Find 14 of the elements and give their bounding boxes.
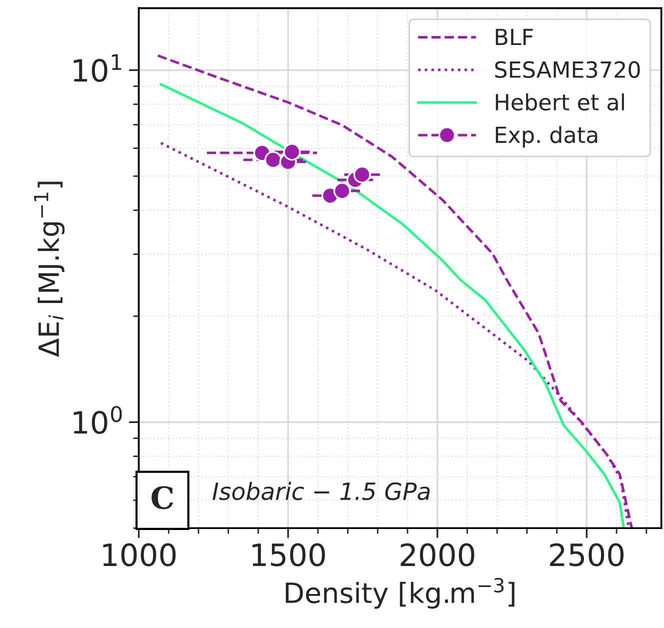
y-axis-title: ΔE$_{i}$ [MJ.kg$^{−1}$]: [34, 182, 65, 357]
x-tick-label: 1000: [103, 543, 176, 566]
x-tick-label: 1500: [252, 543, 325, 566]
x-tick-label: 2000: [400, 543, 474, 566]
annotation: Isobaric − 1.5 GPa: [212, 482, 430, 500]
legend-label: Exp. data: [496, 126, 598, 148]
x-axis-title: Density [kg.m$^{−3}$]: [286, 578, 514, 609]
legend-label: BLF: [496, 28, 533, 46]
annotation: C: [152, 486, 174, 510]
legend-label: SESAME3720: [495, 61, 640, 78]
x-tick-label: 2500: [550, 543, 624, 566]
legend-label: Hebert et al: [496, 93, 624, 111]
y-tick-label: 10$^{1}$: [74, 54, 122, 82]
y-tick-label: 10$^{0}$: [74, 406, 122, 434]
